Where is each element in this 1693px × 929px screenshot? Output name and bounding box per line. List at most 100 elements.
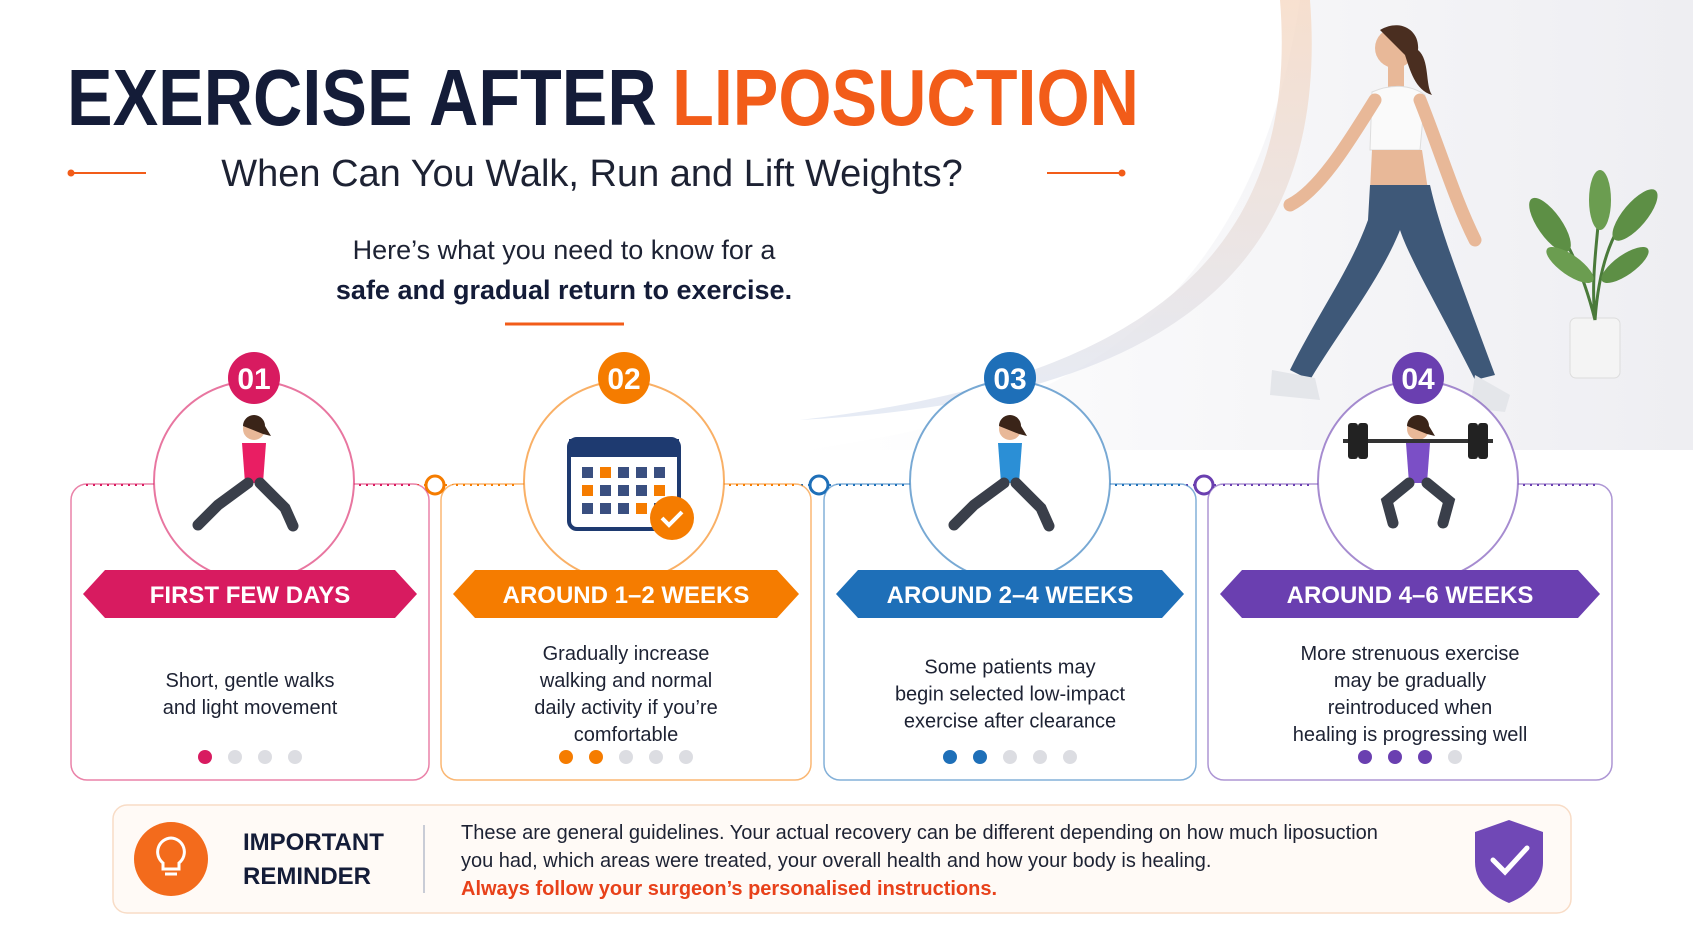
step-text: Gradually increase [543,643,710,665]
figure-body [998,443,1022,483]
calendar-day [636,503,647,514]
number-badge [1392,352,1444,404]
subtitle-rule [67,169,1126,177]
progress-dot [228,750,242,764]
step-number: 02 [607,363,640,396]
plate [1348,423,1358,459]
reminder: IMPORTANT REMINDER These are general gui… [112,804,1572,914]
progress-dot [619,750,633,764]
calendar-day [654,467,665,478]
calendar-day [582,467,593,478]
figure-hair [999,415,1027,436]
reminder-title: IMPORTANT [243,829,384,856]
step-text: comfortable [574,724,679,746]
step-banner [836,570,1184,618]
bulb [156,836,186,876]
progress-dot [679,750,693,764]
step-number: 04 [1401,363,1435,396]
title-accent: LIPOSUCTION [672,53,1139,142]
calendar-day [618,485,629,496]
title-part: EXERCISE AFTER [67,53,657,142]
check-badge [650,496,694,540]
step-text: Short, gentle walks [166,670,335,692]
calendar-day [582,503,593,514]
check [1490,845,1530,876]
progress-dot [649,750,663,764]
step-text: reintroduced when [1328,697,1493,719]
step-label: FIRST FEW DAYS [150,582,350,609]
calendar-day [618,503,629,514]
progress-dot [1033,750,1047,764]
step-text: More strenuous exercise [1301,643,1520,665]
progress-dot [1003,750,1017,764]
step-text: may be gradually [1334,670,1486,692]
calendar-day [582,485,593,496]
subtitle: When Can You Walk, Run and Lift Weights? [221,153,962,195]
plant [1529,170,1658,379]
step-banner [453,570,799,618]
figure-body [242,443,266,483]
step-text: daily activity if you’re [534,697,717,719]
plate [1478,423,1488,459]
reminder-box [112,804,1572,914]
step-label: AROUND 1–2 WEEKS [503,582,750,609]
figure-legs [192,477,299,532]
calendar-top [569,439,679,457]
step-number: 01 [237,363,270,396]
calendar-day [600,503,611,514]
connector-node [1193,474,1215,496]
check [660,510,684,528]
calendar-day [654,485,665,496]
reminder-text: These are general guidelines. Your actua… [461,822,1378,844]
figure-legs [948,477,1055,532]
progress-dot [258,750,272,764]
step-text: Some patients may [924,657,1095,679]
steps: 01 FIRST FEW DAYS Short, gentle walks and l… [70,352,1613,781]
number-badge [598,352,650,404]
step-text: healing is progressing well [1293,724,1528,746]
reminder-title: REMINDER [243,863,371,890]
calendar-day [600,485,611,496]
progress-dot [1063,750,1077,764]
progress-dot [559,750,573,764]
step-text: begin selected low-impact [895,684,1126,706]
step-label: AROUND 2–4 WEEKS [887,582,1134,609]
progress-dot [1448,750,1462,764]
connector-node [424,474,446,496]
swoosh [800,0,1312,420]
step-banner [83,570,417,618]
figure-legs [1380,477,1456,529]
intro-bold: safe and gradual return to exercise. [336,275,792,305]
title: EXERCISE AFTERLIPOSUCTION [67,53,1139,142]
calendar-day [600,467,611,478]
plate [1358,423,1368,459]
step-number: 03 [993,363,1026,396]
calendar-day [636,467,647,478]
progress-dot [943,750,957,764]
progress-dot [1388,750,1402,764]
number-badge [984,352,1036,404]
calendar-day [618,467,629,478]
progress-dot [198,750,212,764]
figure-hair [1407,415,1435,436]
plate [1468,423,1478,459]
step-text: and light movement [163,697,338,719]
step-banner [1220,570,1600,618]
progress-dot [1358,750,1372,764]
progress-dot [1418,750,1432,764]
step-label: AROUND 4–6 WEEKS [1287,582,1534,609]
step-text: walking and normal [539,670,712,692]
calendar-day [636,485,647,496]
connector-node [808,474,830,496]
reminder-text: you had, which areas were treated, your … [461,850,1211,872]
progress-dot [589,750,603,764]
reminder-emphasis: Always follow your surgeon’s personalise… [461,878,997,900]
figure-body [1406,443,1430,483]
walking-woman [1270,25,1510,412]
step-text: exercise after clearance [904,711,1116,733]
bulb-icon [134,822,208,896]
figure-hair [243,415,271,436]
number-badge [228,352,280,404]
intro-line: Here’s what you need to know for a [353,235,777,265]
